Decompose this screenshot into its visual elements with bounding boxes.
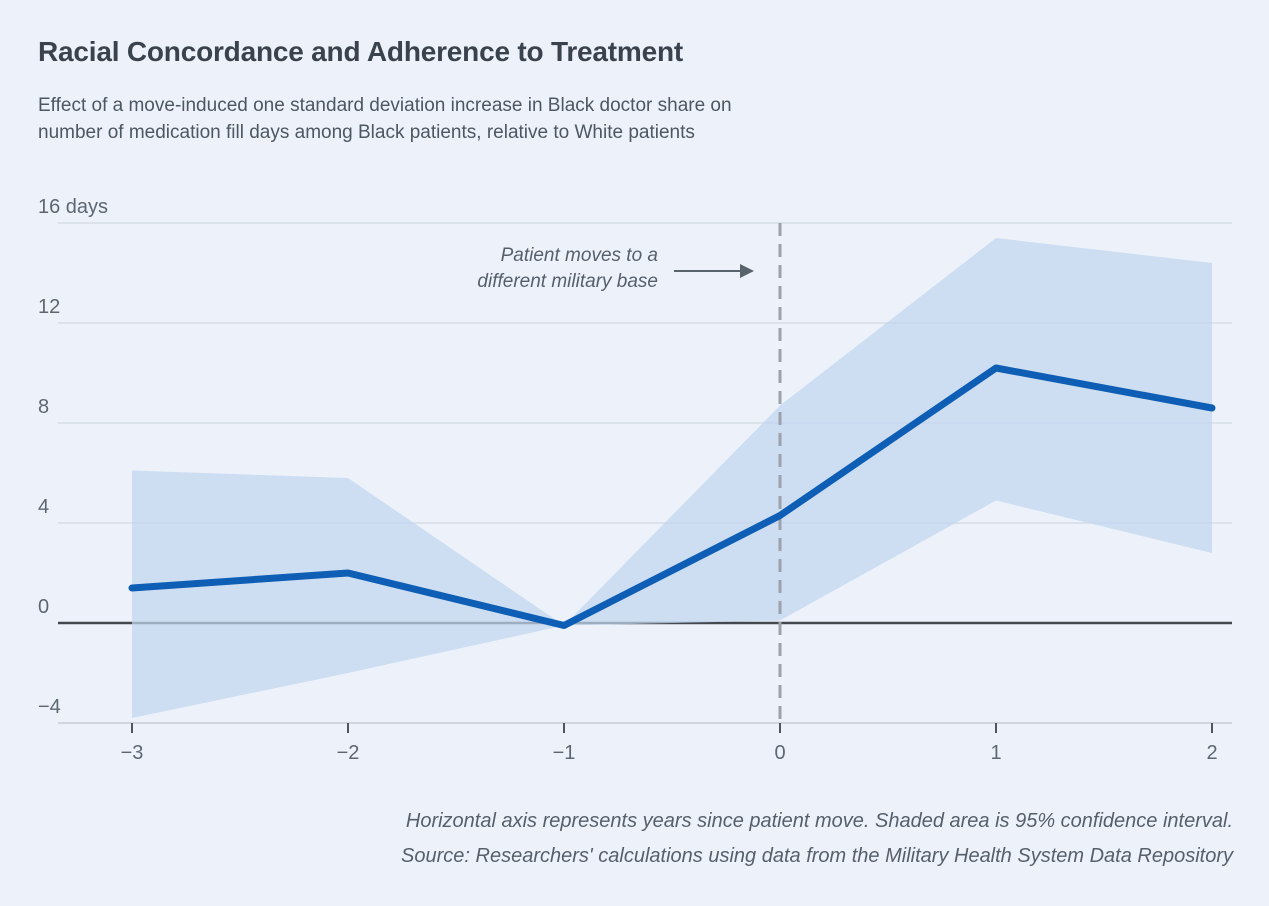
estimate-line <box>128 364 1216 629</box>
chart-title: Racial Concordance and Adherence to Trea… <box>38 36 684 67</box>
y-tick-label: 4 <box>38 496 50 518</box>
x-tick-label: −2 <box>336 742 360 764</box>
event-annotation: Patient moves to a different military ba… <box>477 243 658 295</box>
x-axis-ticks <box>131 723 1213 733</box>
y-tick-label: 12 <box>38 296 61 318</box>
arrow-head-icon <box>740 264 754 278</box>
chart-subtitle: Effect of a move-induced one standard de… <box>38 92 732 146</box>
x-tick-label: 0 <box>774 742 786 764</box>
chart-footer: Horizontal axis represents years since p… <box>401 804 1233 874</box>
y-tick-label: −4 <box>38 696 61 718</box>
confidence-band <box>132 238 1212 718</box>
y-tick-label: 0 <box>38 596 50 618</box>
chart-subtitle-line1: Effect of a move-induced one standard de… <box>38 95 732 116</box>
chart-subtitle-line2: number of medication fill days among Bla… <box>38 122 695 143</box>
x-tick-label: −1 <box>552 742 576 764</box>
event-annotation-line2: different military base <box>477 271 658 292</box>
y-tick-label: 16 days <box>38 196 109 218</box>
x-tick-label: −3 <box>120 742 144 764</box>
footer-note: Horizontal axis represents years since p… <box>405 810 1233 832</box>
event-annotation-line1: Patient moves to a <box>500 245 658 266</box>
footer-source: Source: Researchers' calculations using … <box>401 845 1233 867</box>
annotation-arrow <box>674 264 754 278</box>
x-tick-label: 1 <box>990 742 1002 764</box>
y-tick-label: 8 <box>38 396 50 418</box>
x-tick-label: 2 <box>1206 742 1218 764</box>
